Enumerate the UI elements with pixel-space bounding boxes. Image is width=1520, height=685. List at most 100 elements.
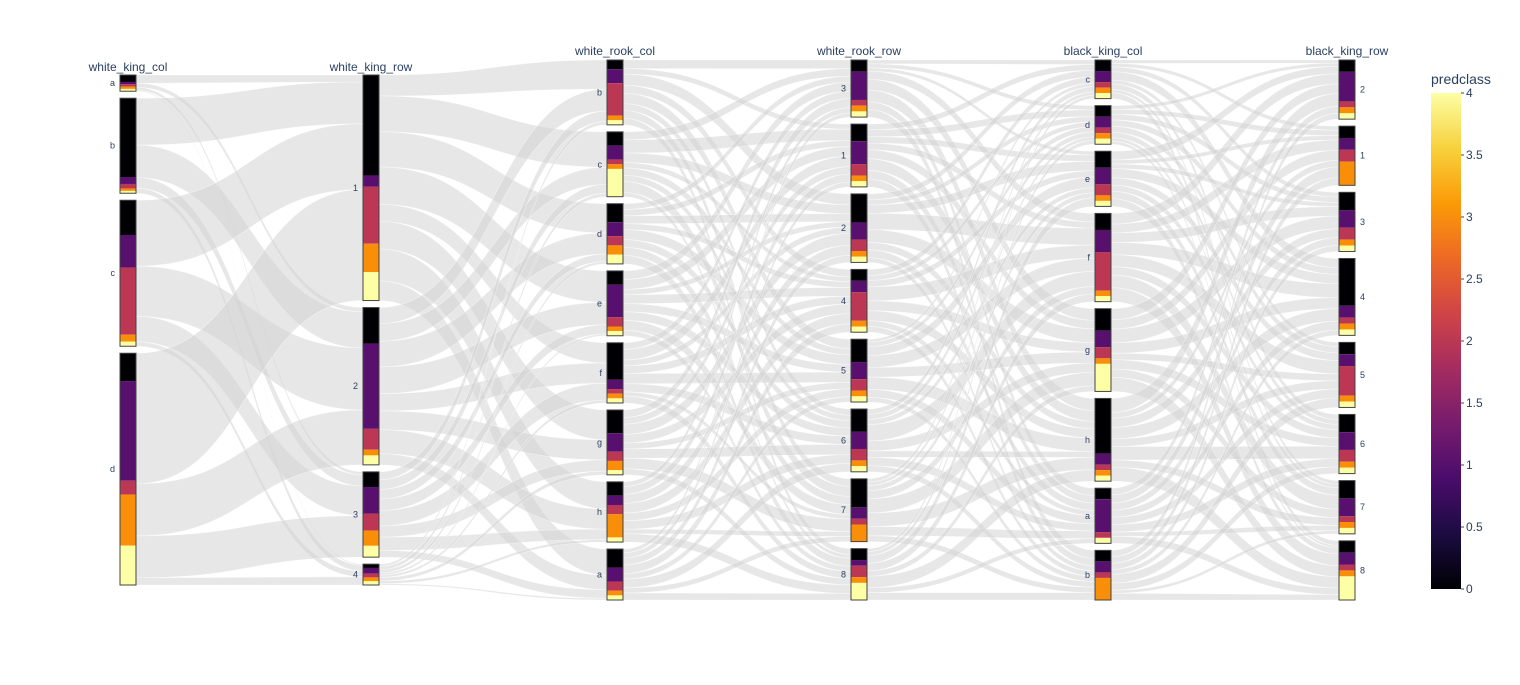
category-bar[interactable]: a (110, 74, 137, 92)
ribbon[interactable] (866, 592, 1096, 601)
category-band (851, 292, 867, 321)
category-bar[interactable]: 3 (841, 59, 868, 118)
category-bar[interactable]: 4 (841, 268, 868, 333)
ribbon[interactable] (622, 592, 852, 601)
category-bar[interactable]: b (597, 59, 624, 126)
category-bar[interactable]: f (599, 342, 624, 404)
category-bar[interactable]: a (597, 548, 624, 601)
category-band (1095, 532, 1111, 538)
ribbon[interactable] (1110, 593, 1340, 601)
ribbon[interactable] (378, 59, 608, 97)
category-bar[interactable]: g (1085, 308, 1112, 392)
category-bar[interactable]: 2 (841, 193, 868, 263)
category-label: h (597, 507, 602, 517)
category-band (851, 99, 867, 106)
category-bar[interactable]: c (598, 131, 624, 198)
category-bar[interactable]: 3 (353, 471, 380, 558)
category-bar[interactable]: 1 (1338, 125, 1365, 186)
category-bar[interactable]: g (597, 409, 624, 476)
category-band (607, 270, 623, 285)
category-bar[interactable]: 1 (841, 123, 868, 188)
category-band (851, 379, 867, 391)
category-band (851, 478, 867, 508)
category-label: g (597, 437, 602, 447)
category-band (1339, 245, 1355, 252)
category-band (607, 504, 623, 515)
dimension-title[interactable]: black_king_row (1306, 44, 1389, 58)
dimension-title[interactable]: white_king_row (329, 60, 413, 74)
ribbon[interactable] (1110, 59, 1340, 64)
category-bar[interactable]: 7 (1338, 480, 1365, 535)
category-bar[interactable]: c (111, 199, 137, 347)
category-band (851, 222, 867, 240)
category-band (363, 573, 379, 578)
category-bar[interactable]: d (597, 203, 624, 265)
category-label: 6 (841, 435, 846, 445)
category-bar[interactable]: d (110, 352, 137, 586)
ribbon[interactable] (866, 450, 1096, 458)
category-bar[interactable]: e (597, 270, 624, 337)
category-bar[interactable]: e (1085, 150, 1112, 207)
category-bar[interactable]: h (597, 481, 624, 543)
category-bar[interactable]: 2 (353, 307, 380, 466)
dimension-title[interactable]: white_king_col (88, 60, 168, 74)
category-band (607, 326, 623, 332)
category-band (607, 60, 623, 70)
dimension-title[interactable]: white_rook_col (574, 44, 655, 58)
category-band (363, 307, 379, 344)
dimension-title[interactable]: black_king_col (1064, 44, 1143, 58)
category-outline (606, 131, 624, 198)
category-label: 1 (841, 150, 846, 160)
category-bar[interactable]: 4 (1338, 257, 1365, 336)
colorbar-gradient (1431, 93, 1461, 589)
category-band (363, 186, 379, 244)
category-bar[interactable]: 8 (841, 548, 868, 601)
category-band (1339, 432, 1355, 450)
category-bar[interactable]: b (1085, 549, 1112, 601)
category-bar[interactable]: 2 (1338, 59, 1365, 120)
category-band (1339, 527, 1355, 534)
category-band (607, 451, 623, 461)
category-bar[interactable]: b (110, 97, 137, 194)
category-band (1095, 330, 1111, 348)
category-outline (850, 123, 868, 188)
category-outline (606, 59, 624, 126)
category-band (1339, 305, 1355, 318)
category-bar[interactable]: f (1087, 212, 1112, 303)
category-band (363, 513, 379, 531)
category-bar[interactable]: 1 (353, 74, 380, 302)
category-band (1339, 395, 1355, 402)
ribbon[interactable] (135, 576, 364, 586)
category-band (1095, 572, 1111, 578)
category-bar[interactable]: 5 (841, 338, 868, 403)
category-bar[interactable]: 8 (1338, 540, 1365, 601)
category-bar[interactable]: 5 (1338, 341, 1365, 408)
category-bar[interactable]: c (1086, 59, 1112, 100)
category-band (1095, 363, 1111, 392)
category-band (851, 339, 867, 363)
dimension-title[interactable]: white_rook_row (816, 44, 901, 58)
category-bar[interactable]: 3 (1338, 191, 1365, 252)
category-label: 2 (1360, 85, 1365, 95)
colorbar-tick-label: 1 (1466, 458, 1473, 472)
category-band (1339, 210, 1355, 228)
ribbon[interactable] (866, 59, 1096, 65)
category-band (851, 560, 867, 566)
category-outline (1338, 257, 1356, 336)
category-outline (850, 478, 868, 543)
category-outline (606, 409, 624, 476)
category-bar[interactable]: 6 (841, 408, 868, 473)
category-bar[interactable]: 6 (1338, 413, 1365, 475)
category-bar[interactable]: 7 (841, 478, 868, 543)
category-bar[interactable]: 4 (353, 563, 380, 586)
category-bar[interactable]: a (1085, 487, 1112, 544)
category-band (1339, 480, 1355, 499)
ribbon[interactable] (135, 74, 364, 84)
category-band (851, 105, 867, 112)
category-band (363, 449, 379, 456)
colorbar-tick-label: 3.5 (1466, 148, 1483, 162)
category-bar[interactable]: h (1085, 397, 1112, 482)
category-bar[interactable]: d (1085, 105, 1112, 145)
ribbon[interactable] (622, 59, 852, 70)
category-band (607, 495, 623, 505)
